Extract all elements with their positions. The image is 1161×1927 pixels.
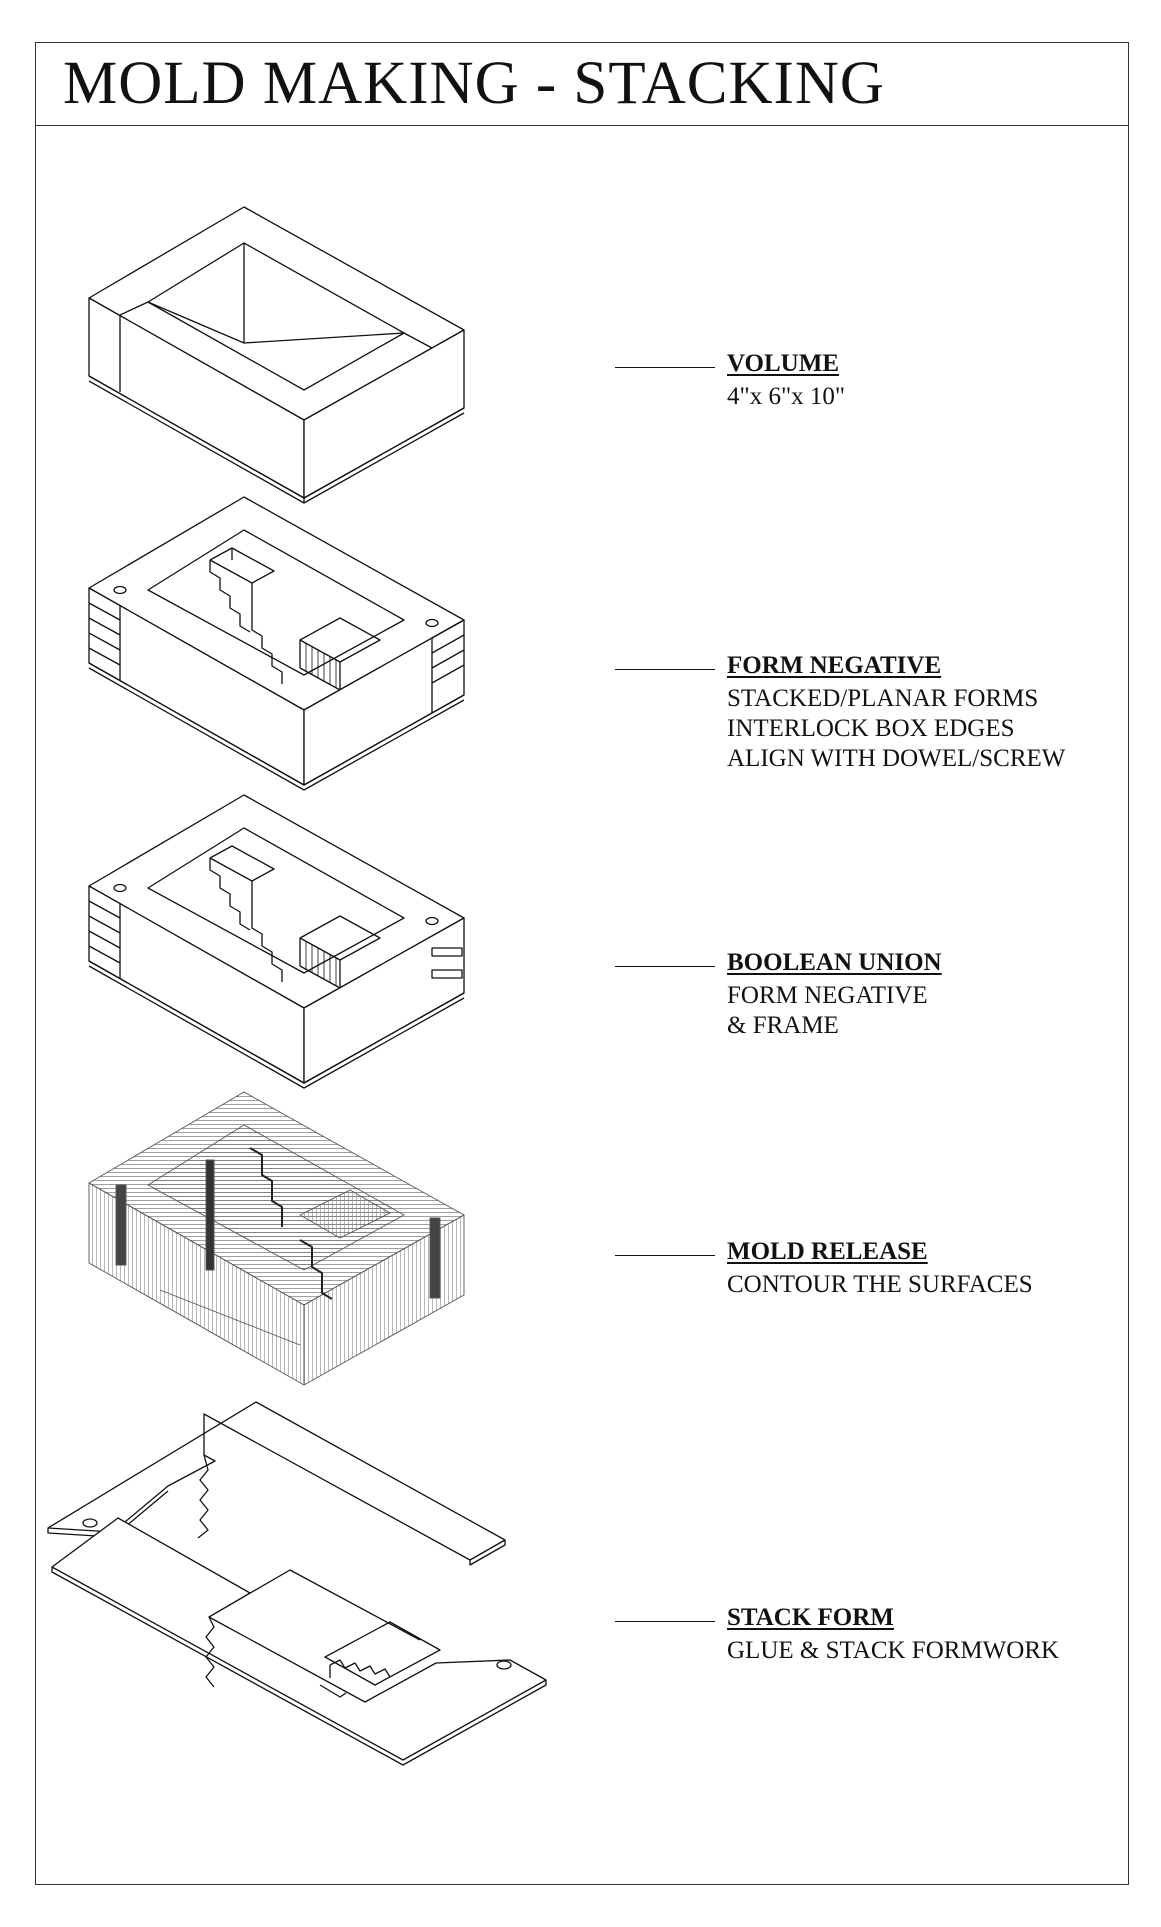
- volume-box-drawing: [88, 206, 465, 504]
- step-description: STACKED/PLANAR FORMS INTERLOCK BOX EDGES…: [727, 684, 1065, 774]
- description-line: & FRAME: [727, 1012, 839, 1039]
- description-line: CONTOUR THE SURFACES: [727, 1271, 1033, 1298]
- step-heading: STACK FORM: [727, 1604, 894, 1631]
- leader-line: [615, 1255, 715, 1256]
- leader-line: [615, 367, 715, 368]
- step-description: 4"x 6"x 10": [727, 382, 845, 412]
- step-heading: MOLD RELEASE: [727, 1238, 928, 1265]
- step-description: GLUE & STACK FORMWORK: [727, 1636, 1059, 1666]
- description-line: INTERLOCK BOX EDGES: [727, 715, 1015, 742]
- mold-release-drawing: [88, 1091, 465, 1386]
- title-bar: MOLD MAKING - STACKING: [35, 42, 1129, 126]
- drawing-frame: [35, 42, 1129, 1885]
- step-heading: BOOLEAN UNION: [727, 949, 942, 976]
- step-heading: FORM NEGATIVE: [727, 652, 942, 679]
- leader-line: [615, 966, 715, 967]
- boolean-union-drawing: [88, 794, 465, 1089]
- step-description: FORM NEGATIVE & FRAME: [727, 981, 928, 1041]
- leader-line: [615, 669, 715, 670]
- step-heading: VOLUME: [727, 350, 839, 377]
- description-line: GLUE & STACK FORMWORK: [727, 1637, 1060, 1664]
- form-negative-drawing: [88, 496, 465, 791]
- description-line: STACKED/PLANAR FORMS: [727, 685, 1039, 712]
- stack-form-drawing: [47, 1401, 547, 1766]
- description-line: ALIGN WITH DOWEL/SCREW: [727, 745, 1066, 772]
- leader-line: [615, 1621, 715, 1622]
- page-title: MOLD MAKING - STACKING: [63, 50, 885, 117]
- description-line: FORM NEGATIVE: [727, 982, 928, 1009]
- description-line: 4"x 6"x 10": [727, 383, 846, 410]
- step-description: CONTOUR THE SURFACES: [727, 1270, 1033, 1300]
